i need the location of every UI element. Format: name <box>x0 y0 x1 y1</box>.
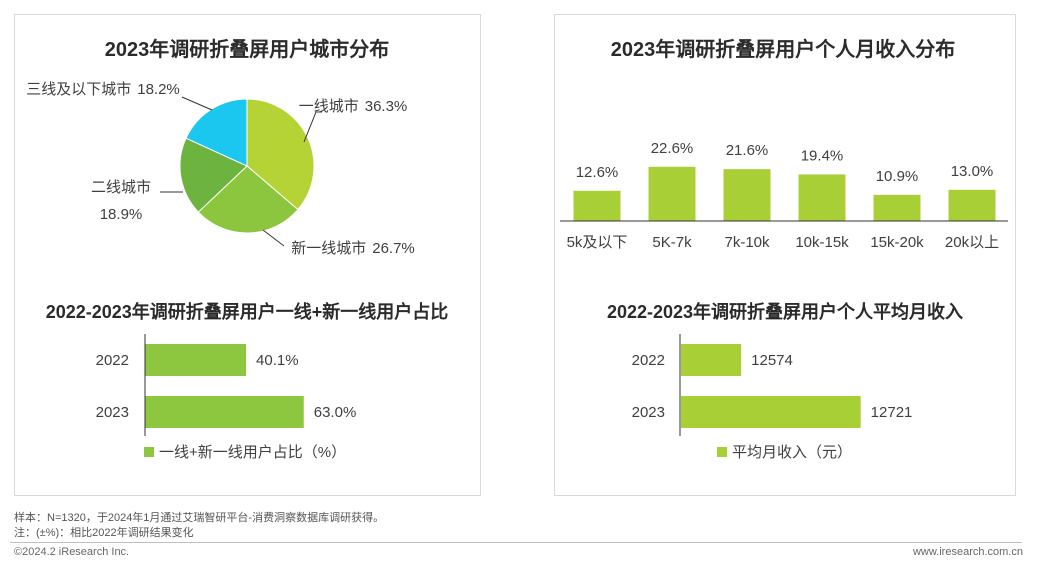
income-bar <box>573 190 621 221</box>
avg-legend-label: 平均月收入（元） <box>732 444 852 461</box>
avg-value-label: 12721 <box>871 404 913 421</box>
share-category-label: 2023 <box>96 404 129 421</box>
pie-label-new-tier1: 新一线城市 26.7% <box>291 240 415 257</box>
pie-slice-tier1 <box>246 98 315 211</box>
income-category-label: 7k-10k <box>724 234 770 251</box>
income-bar-value: 13.0% <box>951 163 994 180</box>
income-bar <box>948 189 996 221</box>
income-bar <box>723 169 771 221</box>
share-bars: 2022 40.1% 2023 63.0% <box>96 344 357 428</box>
income-bars: 12.6% 5k及以下 22.6% 5K-7k 21.6% 7k-10k 19.4% 10k-… <box>567 140 1000 251</box>
income-bar <box>873 194 921 221</box>
sample-footnote: 样本：N=1320，于2024年1月通过艾瑞智研平台-消费洞察数据库调研获得。 <box>14 512 385 524</box>
share-value-label: 63.0% <box>314 404 357 421</box>
share-bar <box>145 344 247 376</box>
avg-bar <box>681 396 861 428</box>
avg-bars: 2022 12574 2023 12721 <box>632 344 913 428</box>
pie-label-tier2-value: 18.9% <box>100 206 143 223</box>
income-chart-title: 2023年调研折叠屏用户个人月收入分布 <box>611 37 956 61</box>
income-bar-value: 21.6% <box>726 142 769 159</box>
pie-label-tier2-name: 二线城市 <box>91 179 151 196</box>
avg-category-label: 2023 <box>632 404 665 421</box>
pie-labels: 一线城市 36.3% 新一线城市 26.7% 二线城市 18.9% 三线及以下城市 1… <box>26 81 415 257</box>
share-value-label: 40.1% <box>256 352 299 369</box>
income-bar <box>648 166 696 221</box>
change-footnote: 注：(±%)：相比2022年调研结果变化 <box>14 527 194 539</box>
share-legend-label: 一线+新一线用户占比（%） <box>159 444 346 461</box>
share-bar <box>145 396 304 428</box>
income-bar-value: 19.4% <box>801 147 844 164</box>
website-link[interactable]: www.iresearch.com.cn <box>912 546 1023 558</box>
avg-income-chart: 2022-2023年调研折叠屏用户个人平均月收入 2022 12574 2023 12… <box>607 301 963 461</box>
tier-share-chart: 2022-2023年调研折叠屏用户一线+新一线用户占比 2022 40.1%202… <box>46 301 449 461</box>
share-legend-swatch <box>144 447 154 457</box>
income-category-label: 15k-20k <box>870 234 924 251</box>
avg-income-title: 2022-2023年调研折叠屏用户个人平均月收入 <box>607 301 963 322</box>
copyright-text: ©2024.2 iResearch Inc. <box>14 546 130 558</box>
share-category-label: 2022 <box>96 352 129 369</box>
pie-slices <box>179 98 315 234</box>
city-chart-title: 2023年调研折叠屏用户城市分布 <box>105 37 390 61</box>
income-bar <box>798 174 846 221</box>
avg-legend-swatch <box>717 447 727 457</box>
tier-share-title: 2022-2023年调研折叠屏用户一线+新一线用户占比 <box>46 301 449 322</box>
income-category-label: 10k-15k <box>795 234 849 251</box>
avg-category-label: 2022 <box>632 352 665 369</box>
avg-bar <box>681 344 742 376</box>
pie-leader-lines <box>160 96 322 247</box>
pie-slice-tier2 <box>179 137 248 213</box>
leader-line-new-tier1 <box>262 229 285 247</box>
income-bar-value: 10.9% <box>876 168 919 185</box>
pie-label-tier1: 一线城市 36.3% <box>299 98 408 115</box>
income-distribution-chart: 2023年调研折叠屏用户个人月收入分布 12.6% 5k及以下 22.6% 5K-7k… <box>560 37 1008 251</box>
income-bar-value: 22.6% <box>651 140 694 157</box>
city-distribution-chart: 2023年调研折叠屏用户城市分布 一线城市 36.3% 新一线城市 26.7% 二线… <box>26 37 415 257</box>
leader-line-tier3 <box>181 96 213 111</box>
income-bar-value: 12.6% <box>576 164 619 181</box>
income-category-label: 20k以上 <box>945 234 999 251</box>
footer-divider <box>10 542 1022 543</box>
income-category-label: 5K-7k <box>652 234 692 251</box>
avg-value-label: 12574 <box>751 352 793 369</box>
leader-line-tier1 <box>303 111 322 143</box>
pie-slice-new-tier1 <box>197 165 299 234</box>
pie-label-tier3: 三线及以下城市 18.2% <box>26 81 180 98</box>
income-category-label: 5k及以下 <box>567 234 628 251</box>
